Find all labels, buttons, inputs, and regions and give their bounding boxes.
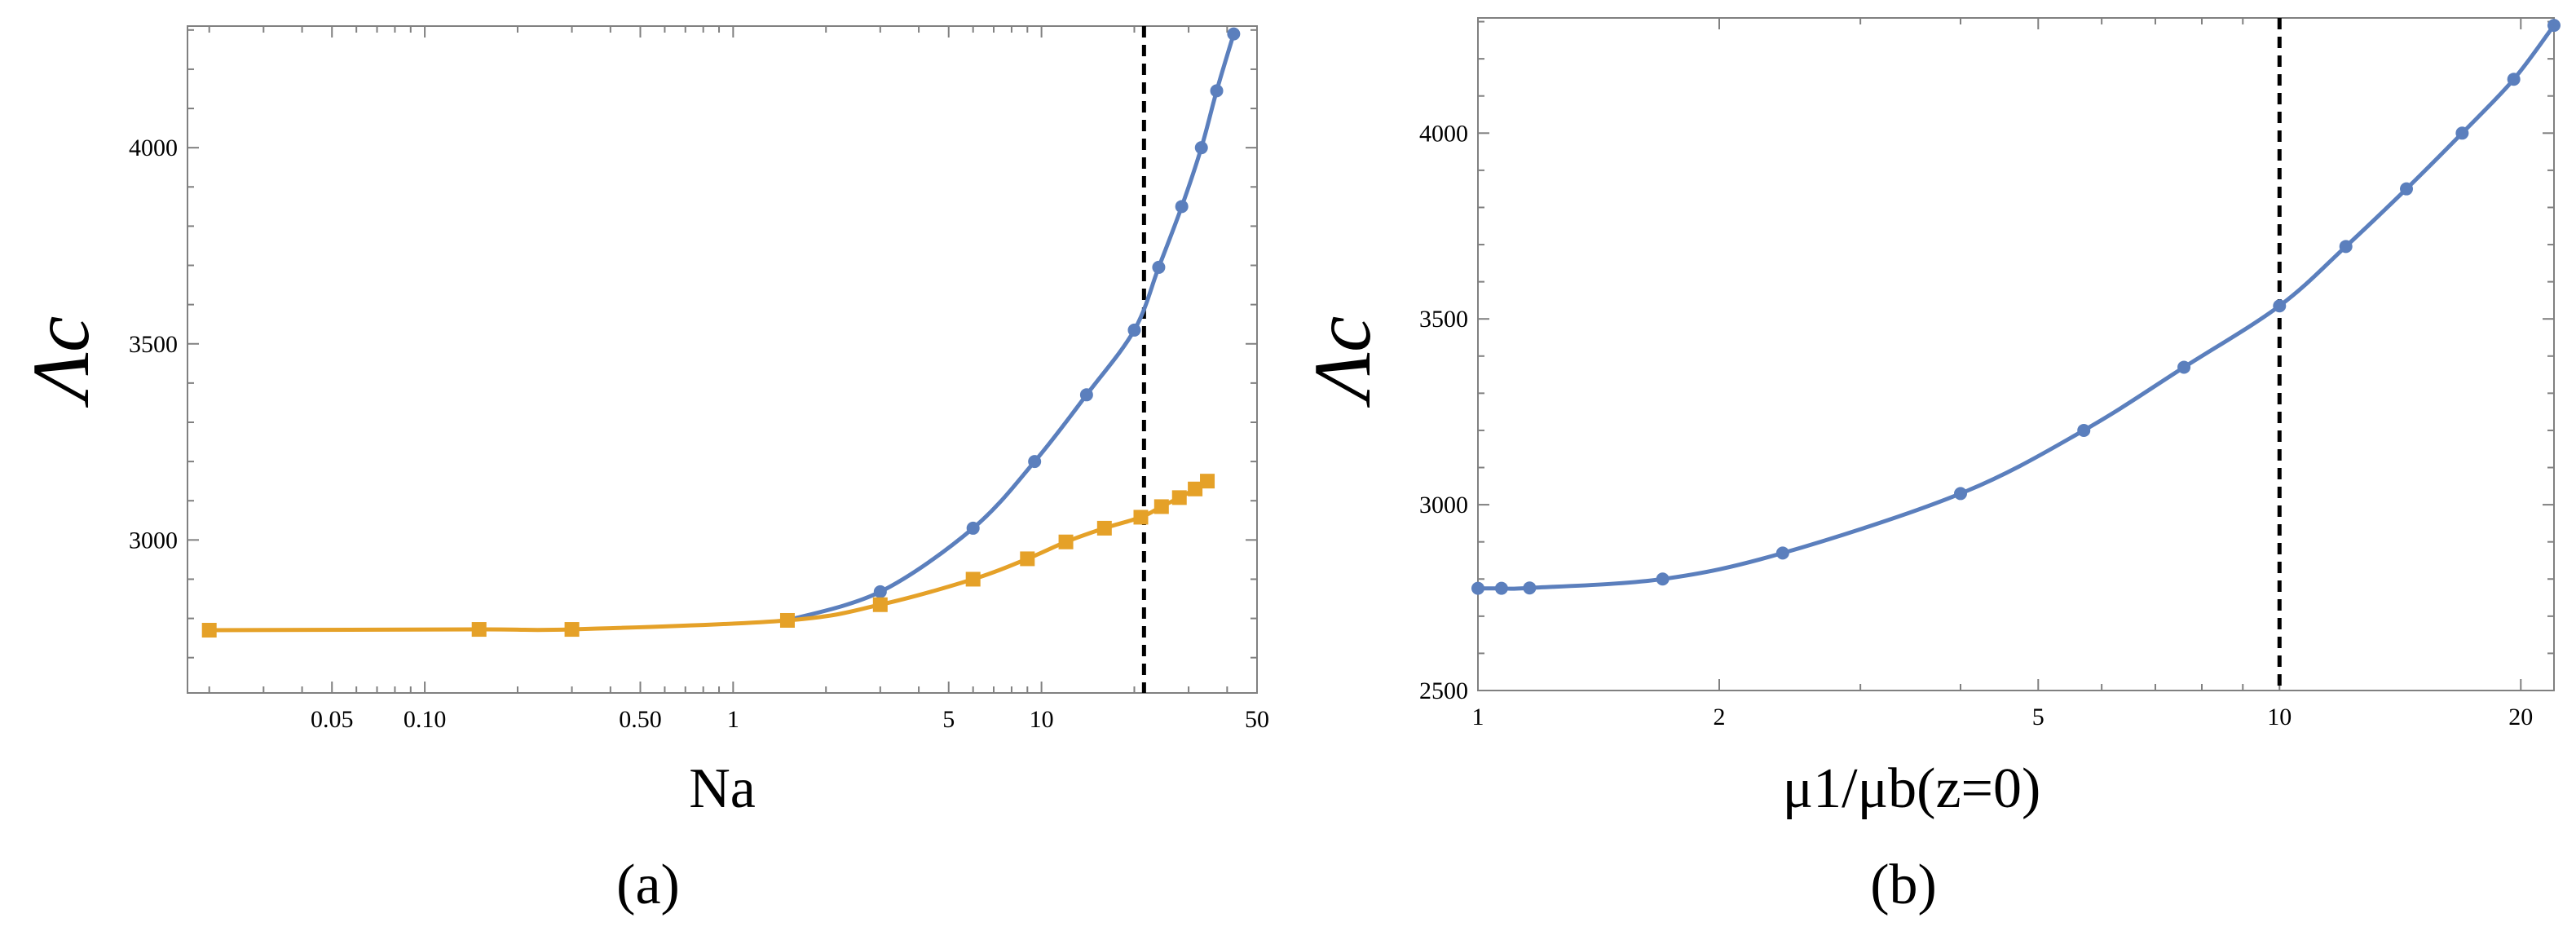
data-point-circle bbox=[1194, 141, 1208, 155]
x-tick-label: 1 bbox=[1472, 704, 1484, 730]
y-tick-label: 3500 bbox=[129, 331, 178, 358]
y-tick-labels-a: 3000 3500 4000 bbox=[129, 135, 178, 554]
y-tick-label: 4000 bbox=[1419, 120, 1468, 147]
data-point-circle bbox=[2400, 182, 2414, 196]
x-tick-label: 10 bbox=[2267, 704, 2291, 730]
data-point-square bbox=[779, 612, 795, 628]
data-point-circle bbox=[2273, 299, 2287, 313]
data-point-square bbox=[1171, 490, 1187, 505]
series-line-1 bbox=[785, 32, 1236, 623]
x-tick-label: 20 bbox=[2508, 704, 2533, 730]
y-tick-labels-b: 2500 3000 3500 4000 bbox=[1419, 120, 1468, 704]
data-point-circle bbox=[2177, 360, 2191, 374]
y-tick-label: 3500 bbox=[1419, 306, 1468, 333]
data-point-square bbox=[1020, 551, 1035, 567]
data-point-circle bbox=[2077, 423, 2091, 437]
panel-label-b: (b) bbox=[1870, 854, 1937, 916]
data-point-square bbox=[1200, 474, 1215, 489]
data-point-circle bbox=[1127, 323, 1141, 337]
data-point-square bbox=[1133, 510, 1149, 525]
x-tick-label: 1 bbox=[727, 706, 739, 733]
data-point-square bbox=[564, 622, 580, 638]
x-tick-labels-a: 0.05 0.10 0.50 1 5 10 50 bbox=[311, 706, 1269, 733]
data-point-circle bbox=[2507, 73, 2521, 86]
x-tick-label: 5 bbox=[942, 706, 955, 733]
x-tick-label: 0.50 bbox=[619, 706, 662, 733]
x-tick-label: 5 bbox=[2032, 704, 2044, 730]
data-point-circle bbox=[1227, 27, 1241, 41]
data-point-circle bbox=[2339, 240, 2353, 254]
data-point-circle bbox=[1471, 581, 1484, 595]
data-point-circle bbox=[2547, 19, 2561, 33]
panel-a: 0.05 0.10 0.50 1 5 10 50 3000 3500 4000 Na Λc (a… bbox=[15, 25, 1269, 916]
series-group-b bbox=[1471, 19, 2561, 595]
y-tick-label: 4000 bbox=[129, 135, 178, 161]
x-axis-label-b: μ1/μb(z=0) bbox=[1783, 757, 2041, 820]
tick-marks-b bbox=[1477, 18, 2554, 691]
x-tick-label: 2 bbox=[1714, 704, 1726, 730]
data-point-square bbox=[1058, 534, 1074, 549]
data-point-square bbox=[1153, 499, 1169, 514]
data-point-circle bbox=[1656, 572, 1670, 586]
data-point-square bbox=[1188, 481, 1203, 496]
y-axis-label-a: Λc bbox=[15, 316, 106, 408]
panel-b: 1 2 5 10 20 2500 3000 3500 4000 μ1/μb(z=0) Λc (… bbox=[1297, 17, 2561, 916]
y-tick-label: 3000 bbox=[1419, 492, 1468, 518]
data-point-circle bbox=[1028, 455, 1042, 469]
data-point-circle bbox=[1210, 84, 1224, 98]
data-point-circle bbox=[1152, 260, 1166, 274]
series-group-a bbox=[201, 27, 1241, 638]
series-line-1 bbox=[1475, 23, 2556, 591]
plot-frame-b bbox=[1477, 17, 2555, 691]
data-point-circle bbox=[1775, 546, 1789, 560]
data-point-square bbox=[1096, 520, 1112, 536]
data-point-square bbox=[965, 571, 981, 587]
y-tick-label: 2500 bbox=[1419, 677, 1468, 704]
x-axis-label-a: Na bbox=[689, 757, 756, 820]
data-point-circle bbox=[1523, 581, 1537, 595]
x-tick-label: 0.10 bbox=[404, 706, 447, 733]
y-axis-label-b: Λc bbox=[1297, 316, 1387, 408]
data-point-square bbox=[201, 623, 217, 638]
x-tick-label: 0.05 bbox=[311, 706, 354, 733]
x-tick-labels-b: 1 2 5 10 20 bbox=[1472, 704, 2534, 730]
panel-label-a: (a) bbox=[616, 854, 680, 916]
series-line-2 bbox=[207, 479, 1210, 633]
data-point-circle bbox=[1175, 200, 1189, 214]
data-point-square bbox=[872, 597, 888, 612]
y-tick-label: 3000 bbox=[129, 527, 178, 554]
data-point-square bbox=[471, 622, 487, 638]
x-tick-label: 50 bbox=[1245, 706, 1269, 733]
data-point-circle bbox=[966, 521, 980, 535]
x-tick-label: 10 bbox=[1030, 706, 1054, 733]
data-point-circle bbox=[1494, 581, 1508, 595]
data-point-circle bbox=[1954, 487, 1968, 501]
data-point-circle bbox=[1079, 388, 1093, 402]
data-point-circle bbox=[873, 585, 887, 598]
data-point-circle bbox=[2455, 126, 2469, 140]
tick-marks-a bbox=[187, 26, 1258, 693]
plot-frame-a bbox=[187, 25, 1258, 694]
